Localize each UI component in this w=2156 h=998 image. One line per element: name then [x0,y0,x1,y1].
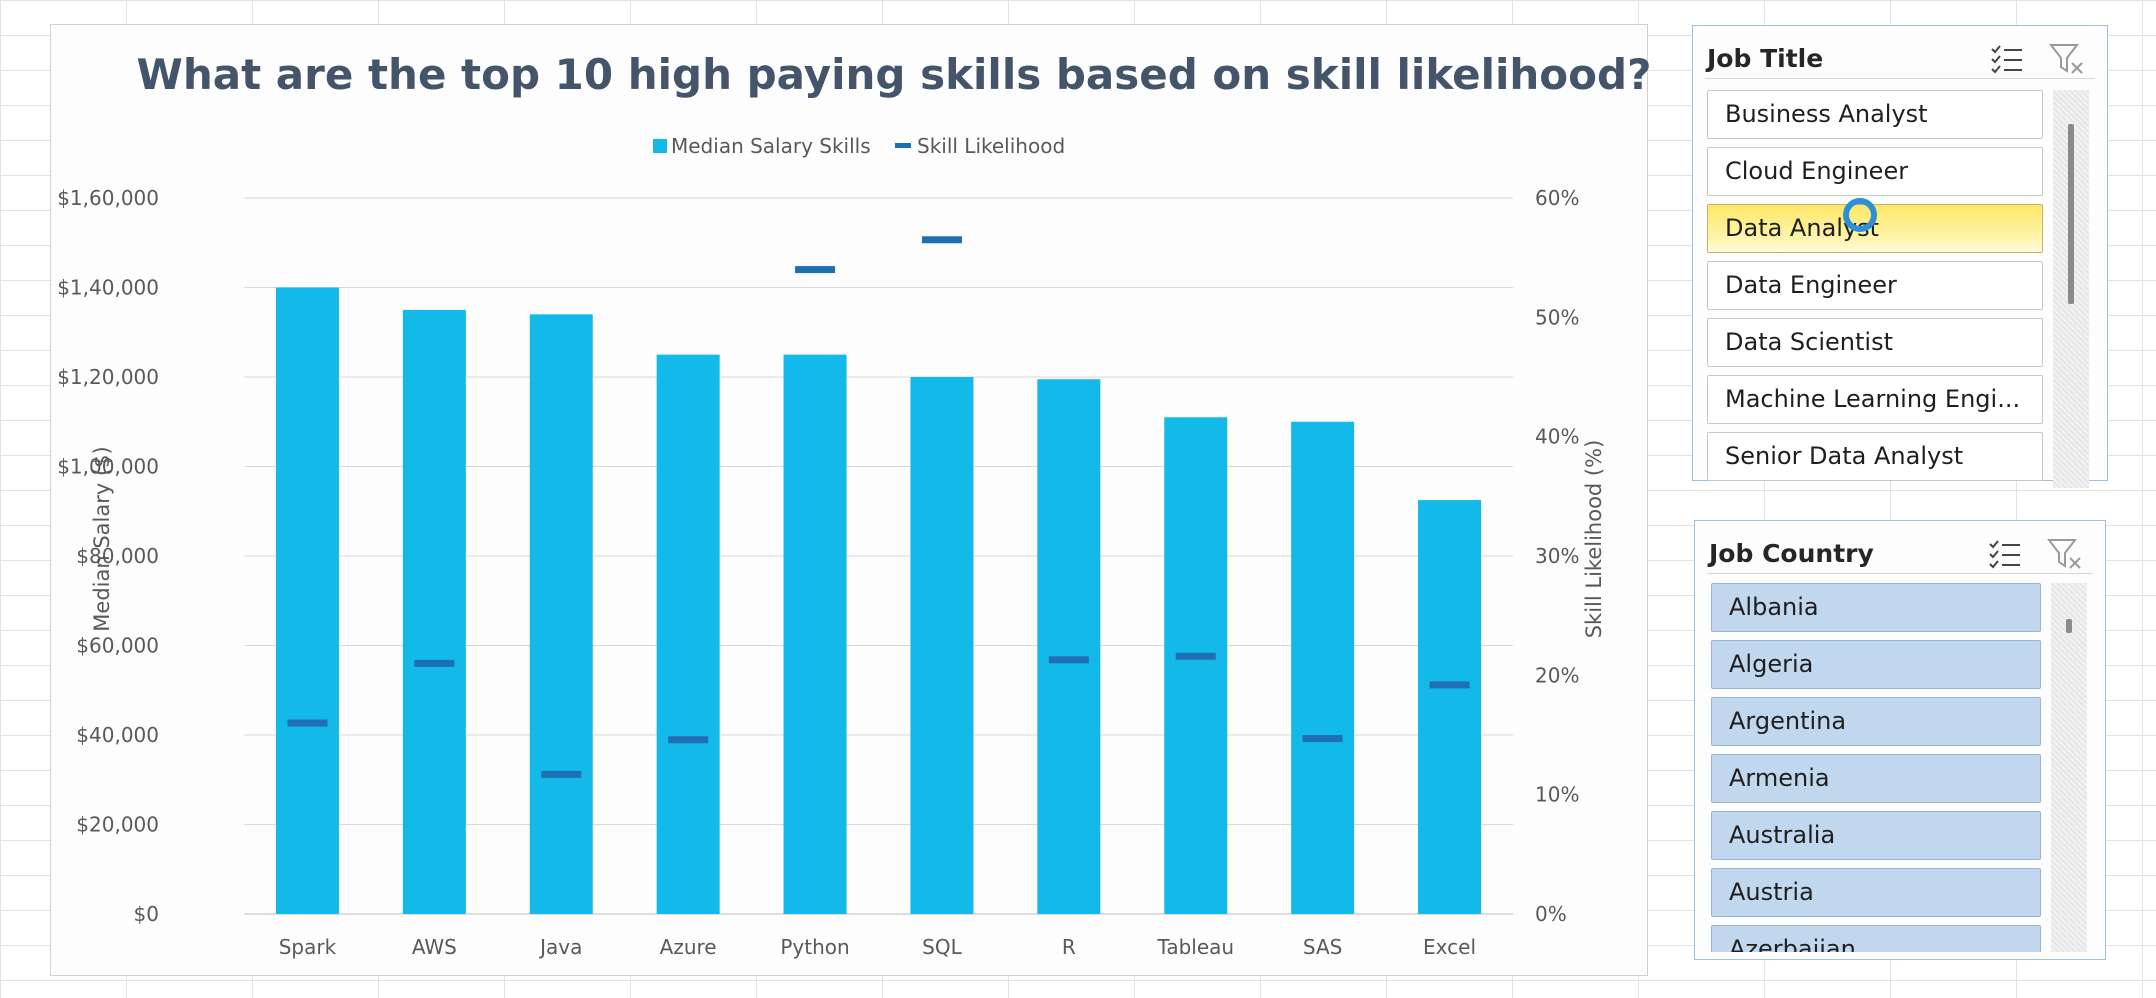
y-axis-right: 0% 10% 20% 30% 40% 50% 60% [1535,186,1579,926]
slicer-header: Job Country [1707,529,2093,574]
y-tick-label: $20,000 [76,813,159,837]
y2-tick-label: 50% [1535,305,1579,329]
slicer-item-senior-data-analyst[interactable]: Senior Data Analyst [1707,432,2043,481]
y2-tick-label: 60% [1535,186,1579,210]
slicer-header: Job Title [1705,34,2095,79]
slicer-item-data-scientist[interactable]: Data Scientist [1707,318,2043,367]
y-tick-label: $0 [134,902,159,926]
slicer-item-cloud-engineer[interactable]: Cloud Engineer [1707,147,2043,196]
x-tick-label: AWS [412,935,457,959]
slicer-item-data-analyst[interactable]: Data Analyst [1707,204,2043,253]
slicer-scrollbar[interactable] [2053,90,2089,488]
slicer-title: Job Country [1709,539,1874,568]
multi-select-icon[interactable] [1989,42,2025,76]
slicer-item-argentina[interactable]: Argentina [1711,697,2041,746]
y2-tick-label: 0% [1535,902,1567,926]
y-tick-label: $40,000 [76,723,159,747]
likelihood-marker [1429,681,1470,689]
likelihood-markers [287,236,1470,778]
likelihood-marker [795,266,836,274]
y-tick-label: $60,000 [76,634,159,658]
likelihood-marker [541,770,582,778]
y-tick-label: $1,60,000 [57,186,159,210]
x-tick-label: SQL [922,935,962,959]
x-tick-label: Java [538,935,582,959]
slicer-item-armenia[interactable]: Armenia [1711,754,2041,803]
likelihood-marker [287,719,328,727]
salary-bar [1418,500,1482,914]
x-tick-label: R [1062,935,1076,959]
x-tick-label: SAS [1303,935,1342,959]
job-country-slicer[interactable]: Job Country Albania Algeria Argentina Ar… [1694,520,2106,960]
chart-svg: What are the top 10 high paying skills b… [57,50,1649,959]
likelihood-marker [668,736,709,744]
slicer-item-azerbaijan[interactable]: Azerbaijan [1711,925,2041,952]
y-tick-label: $1,00,000 [57,455,159,479]
x-tick-label: Python [780,935,849,959]
y-tick-label: $80,000 [76,544,159,568]
likelihood-marker [921,236,962,244]
scrollbar-thumb[interactable] [2066,619,2072,633]
salary-bar [402,309,466,914]
y2-axis-title: Skill Likelihood (%) [1582,440,1606,639]
slicer-item-business-analyst[interactable]: Business Analyst [1707,90,2043,139]
salary-bar [783,354,847,914]
slicer-item-machine-learning-engineer[interactable]: Machine Learning Engi... [1707,375,2043,424]
legend-bar-swatch [653,139,667,153]
x-axis: Spark AWS Java Azure Python SQL R Tableau SAS Exc… [279,935,1476,959]
slicer-item-list: Albania Algeria Argentina Armenia Austra… [1711,583,2041,952]
likelihood-marker [1048,656,1089,664]
job-title-slicer[interactable]: Job Title Business Analyst Cloud Enginee… [1692,25,2108,488]
legend-label-salary: Median Salary Skills [671,134,871,158]
slicer-item-austria[interactable]: Austria [1711,868,2041,917]
y-tick-label: $1,20,000 [57,365,159,389]
clear-filter-icon[interactable] [2047,537,2083,571]
chart-area[interactable]: What are the top 10 high paying skills b… [50,24,1649,976]
slicer-scrollbar[interactable] [2051,583,2087,952]
slicer-title: Job Title [1707,44,1824,73]
y2-tick-label: 10% [1535,783,1579,807]
slicer-item-australia[interactable]: Australia [1711,811,2041,860]
legend-label-likelihood: Skill Likelihood [917,134,1065,158]
y2-tick-label: 20% [1535,663,1579,687]
y2-tick-label: 30% [1535,544,1579,568]
salary-bar [1037,379,1101,914]
likelihood-marker [1175,652,1216,660]
x-tick-label: Azure [660,935,717,959]
salary-bar [910,377,974,914]
scrollbar-thumb[interactable] [2068,124,2074,304]
chart-title: What are the top 10 high paying skills b… [137,50,1649,99]
slicer-item-albania[interactable]: Albania [1711,583,2041,632]
x-tick-label: Tableau [1156,935,1234,959]
multi-select-icon[interactable] [1987,537,2023,571]
salary-bar [656,354,720,914]
slicer-item-data-engineer[interactable]: Data Engineer [1707,261,2043,310]
legend-marker-swatch [895,143,911,148]
salary-bar [1291,421,1355,914]
chart-legend[interactable]: Median Salary Skills Skill Likelihood [653,134,1065,158]
salary-bars [275,287,1482,915]
y-axis-left: $0 $20,000 $40,000 $60,000 $80,000 $1,00,000 $… [57,186,159,926]
y-tick-label: $1,40,000 [57,276,159,300]
salary-bar [1164,417,1228,914]
x-tick-label: Spark [279,935,337,959]
y-axis-title: Median Salary ($) [90,446,114,631]
slicer-item-algeria[interactable]: Algeria [1711,640,2041,689]
x-tick-label: Excel [1423,935,1476,959]
likelihood-marker [1302,735,1343,743]
y2-tick-label: 40% [1535,425,1579,449]
slicer-item-list: Business Analyst Cloud Engineer Data Ana… [1707,90,2043,488]
salary-bar [275,287,339,914]
salary-bar [529,314,593,915]
clear-filter-icon[interactable] [2049,42,2085,76]
likelihood-marker [414,659,455,667]
